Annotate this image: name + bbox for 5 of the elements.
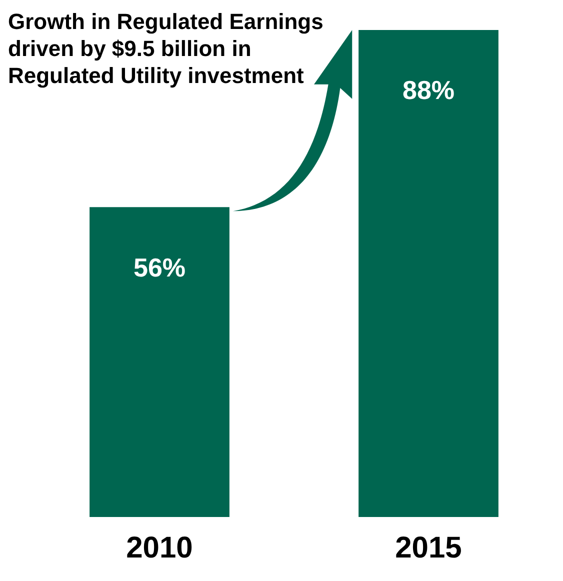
x-tick-label: 2015 — [395, 531, 462, 564]
data-label: 56% — [133, 252, 186, 282]
data-label: 88% — [402, 75, 455, 106]
chart-title: Growth in Regulated Earnings driven by $9.5 billion in Regulated Utility investment — [8, 8, 324, 89]
x-tick-label: 2010 — [126, 531, 193, 564]
